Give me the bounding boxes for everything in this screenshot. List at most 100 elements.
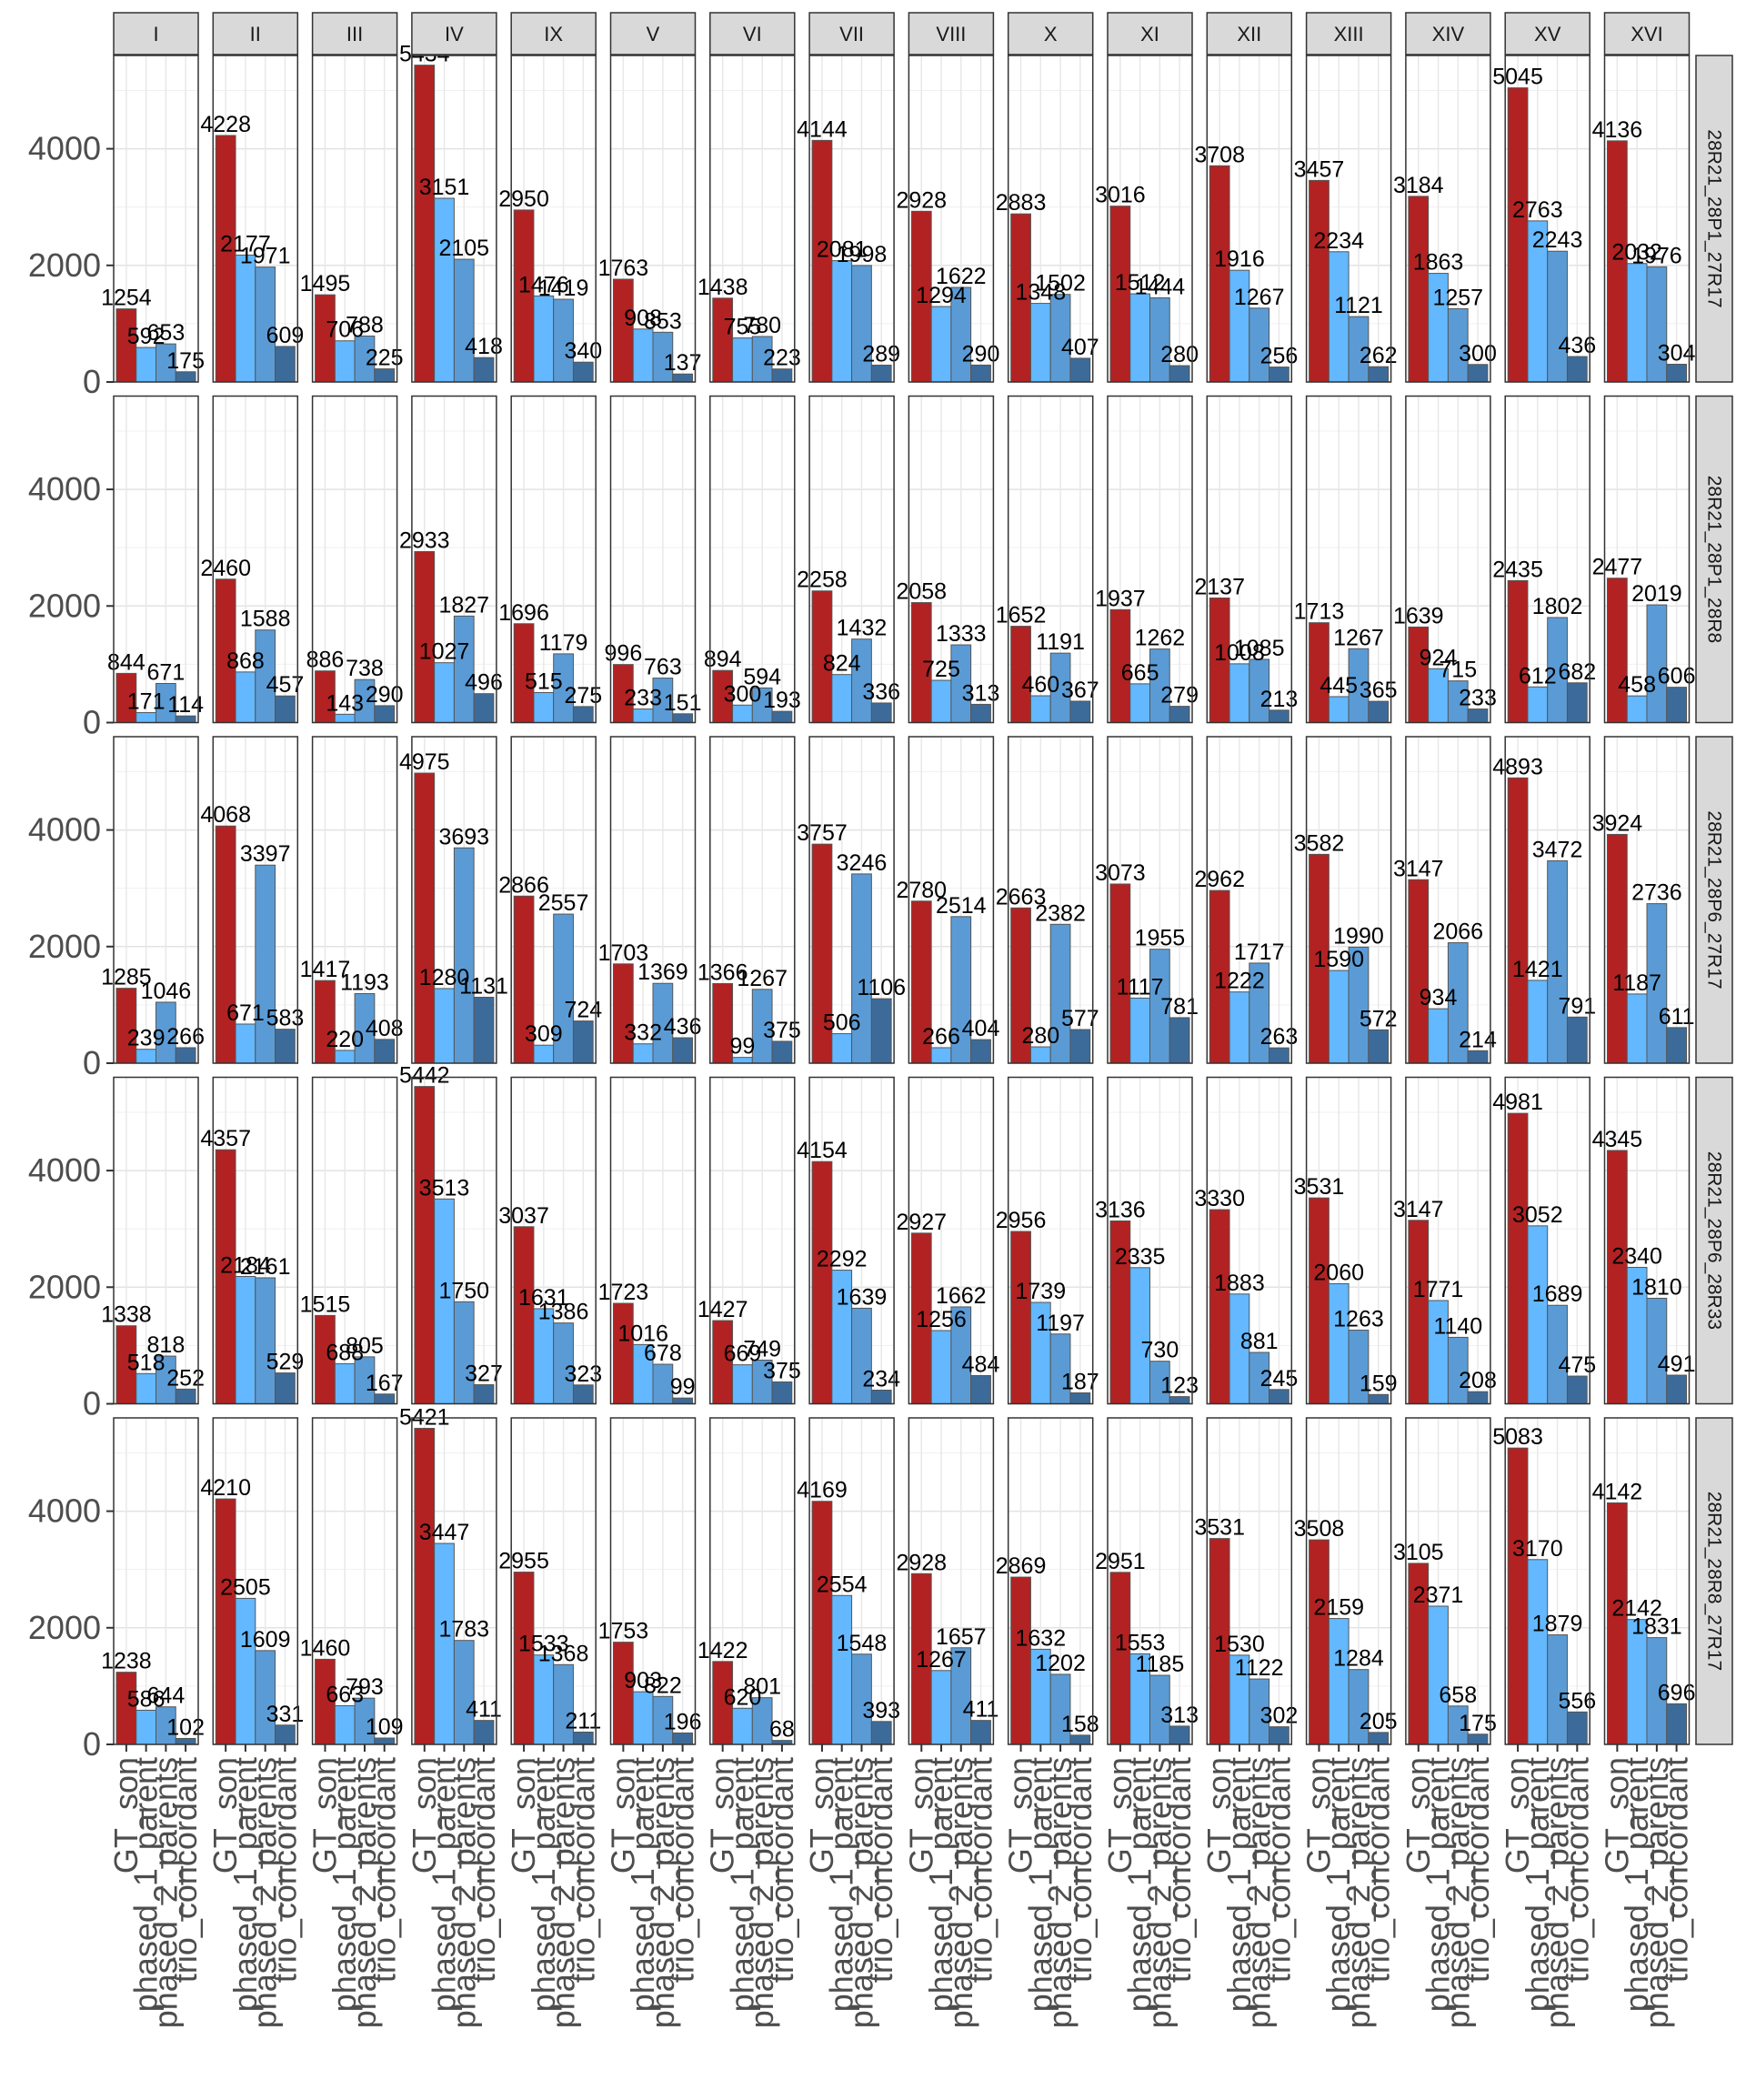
bar <box>572 1020 594 1064</box>
bar <box>275 695 296 724</box>
column-strip <box>609 12 697 55</box>
bar <box>1428 1008 1449 1064</box>
data-label: 234 <box>862 1366 900 1392</box>
bar <box>930 679 952 724</box>
data-label: 1750 <box>438 1278 489 1303</box>
bar <box>1666 687 1687 723</box>
data-label: 2060 <box>1313 1260 1364 1285</box>
bar <box>712 297 734 383</box>
bar <box>414 772 436 1064</box>
bar <box>771 1040 793 1064</box>
x-tick-label: phased_2_parents <box>1539 1757 1576 2028</box>
data-label: 2184 <box>220 1252 271 1278</box>
data-label: 1106 <box>857 975 906 1000</box>
bar <box>1547 250 1568 383</box>
row-strip-label: 28R21_28P6_28R33 <box>1704 1151 1725 1330</box>
bar <box>1467 708 1489 724</box>
data-label: 4345 <box>1592 1127 1643 1152</box>
x-tick-label: GT_son <box>1200 1757 1238 1874</box>
bar <box>870 1721 892 1745</box>
data-label: 1460 <box>300 1635 351 1661</box>
data-label: 2335 <box>1115 1244 1166 1270</box>
bar <box>1666 1374 1687 1405</box>
data-label: 300 <box>724 681 762 707</box>
data-label: 99 <box>730 1034 756 1060</box>
data-label: 2340 <box>1611 1243 1662 1269</box>
data-label: 1863 <box>1413 250 1464 276</box>
panel-border <box>1603 1417 1691 1745</box>
bar <box>1209 165 1230 383</box>
bar <box>1507 579 1529 723</box>
panel-border <box>212 736 299 1064</box>
x-tick-label: phased_1_parent <box>624 1757 661 2012</box>
bar <box>1507 87 1529 383</box>
panel-border <box>1305 736 1392 1064</box>
data-label: 1333 <box>936 621 987 647</box>
data-label: 715 <box>1439 658 1477 683</box>
data-label: 934 <box>1420 985 1458 1010</box>
panel-border <box>709 395 796 724</box>
bar <box>1368 1029 1390 1064</box>
data-label: 2663 <box>996 884 1047 909</box>
bar <box>1507 1112 1529 1405</box>
bar <box>930 1047 952 1064</box>
data-label: 3457 <box>1294 156 1345 182</box>
bar <box>613 963 634 1064</box>
x-tick-label: phased_2_parents <box>1041 1757 1079 2028</box>
y-tick-label: 0 <box>83 704 101 741</box>
bar <box>434 197 455 383</box>
bar <box>1467 1050 1489 1064</box>
bar <box>1368 700 1390 723</box>
data-label: 1368 <box>538 1641 589 1666</box>
bar <box>533 1044 555 1064</box>
panel-border <box>510 1417 597 1745</box>
x-tick-label: phased_2_parents <box>146 1757 184 2028</box>
data-label: 780 <box>743 313 781 338</box>
bar <box>473 1720 495 1745</box>
panel-border <box>1107 1076 1193 1405</box>
data-label: 1427 <box>697 1297 748 1322</box>
x-tick-label: GT_son <box>406 1757 443 1874</box>
data-label: 1771 <box>1413 1277 1464 1302</box>
bar <box>930 1330 952 1405</box>
data-label: 1827 <box>438 592 489 618</box>
bar <box>533 295 555 383</box>
x-tick-label: phased_2_parents <box>644 1757 681 2028</box>
x-tick-label: phased_2_parents <box>942 1757 979 2028</box>
data-label: 1976 <box>1631 243 1682 268</box>
data-label: 1263 <box>1333 1307 1384 1332</box>
data-label: 1285 <box>101 965 152 990</box>
data-label: 730 <box>1141 1338 1179 1363</box>
bar <box>572 1731 594 1745</box>
bar <box>771 1381 793 1405</box>
panel-border <box>609 395 697 724</box>
panel-border <box>609 1417 697 1745</box>
data-label: 1689 <box>1532 1281 1583 1307</box>
x-tick-label: GT_son <box>206 1757 244 1874</box>
data-label: 1386 <box>538 1300 589 1325</box>
panel-border <box>113 395 199 724</box>
data-label: 908 <box>624 306 662 331</box>
data-label: 171 <box>127 689 166 715</box>
panel-border <box>311 55 398 383</box>
data-label: 3472 <box>1532 837 1583 862</box>
data-label: 801 <box>743 1674 781 1700</box>
bar <box>732 1707 753 1745</box>
row-strip <box>1695 1417 1733 1745</box>
bar <box>870 364 892 383</box>
data-label: 1609 <box>240 1627 291 1653</box>
panel-border <box>1603 55 1691 383</box>
column-strip <box>212 12 299 55</box>
data-label: 2234 <box>1313 228 1364 254</box>
panel-border <box>1305 55 1392 383</box>
bar <box>1169 706 1190 724</box>
bar <box>255 1277 276 1405</box>
x-tick-label: trio_concordant <box>1160 1757 1198 1983</box>
x-tick-label: GT_son <box>902 1757 939 1874</box>
data-label: 1971 <box>240 244 291 269</box>
data-label: 1202 <box>1035 1651 1086 1676</box>
bar <box>1626 263 1648 383</box>
data-label: 881 <box>1240 1329 1279 1354</box>
data-label: 2927 <box>896 1210 947 1235</box>
x-tick-label: phased_2_parents <box>1638 1757 1675 2028</box>
